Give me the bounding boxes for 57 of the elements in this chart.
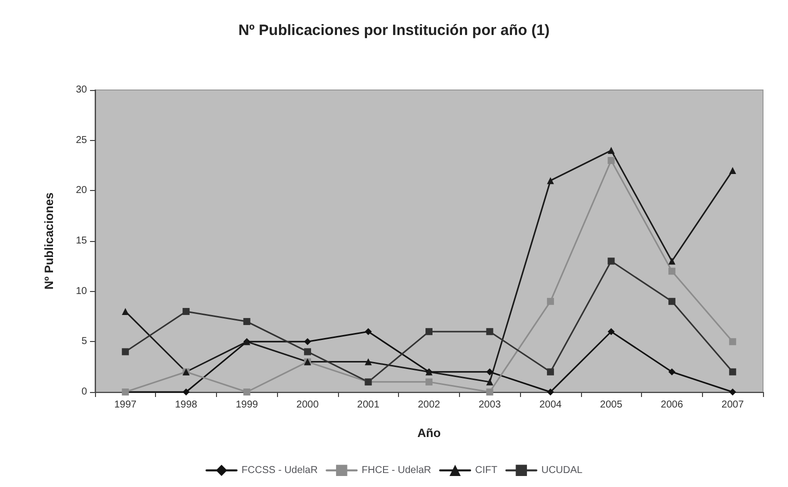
y-tick-label: 5 (81, 336, 88, 348)
point (729, 167, 736, 174)
x-tick-label: 2004 (539, 400, 562, 410)
x-tick-label: 2007 (722, 400, 744, 410)
point (608, 328, 615, 336)
point (486, 378, 494, 386)
x-tick-label: 2006 (660, 400, 684, 410)
point (546, 177, 554, 184)
point (304, 338, 312, 346)
y-tick-label: 20 (76, 185, 88, 196)
point (608, 258, 615, 265)
point (122, 308, 129, 315)
point (122, 348, 129, 356)
point (546, 388, 554, 396)
chart-title: Nº Publicaciones por Institución por año (1) (238, 22, 550, 39)
point (608, 156, 615, 164)
point (243, 318, 250, 326)
legend-label: FCCSS - UdelaR (242, 464, 318, 476)
point (668, 368, 676, 376)
y-tick-label: 15 (76, 236, 88, 246)
point (426, 328, 432, 336)
y-tick-label: 10 (76, 286, 88, 297)
point (486, 328, 494, 336)
point (668, 258, 676, 265)
legend-label: CIFT (475, 464, 498, 476)
point (668, 298, 676, 305)
point (608, 146, 615, 154)
x-tick-label: 1997 (114, 400, 137, 410)
x-tick-label: 1999 (236, 400, 258, 410)
point (546, 368, 554, 376)
point (182, 308, 190, 315)
point (243, 388, 250, 396)
point (304, 348, 312, 356)
y-tick-label: 30 (76, 84, 88, 96)
legend-label: FHCE - UdelaR (362, 464, 432, 476)
point (668, 268, 676, 275)
y-axis-title: Nº Publicaciones (42, 192, 56, 290)
point (546, 298, 554, 305)
x-axis-title: Año (417, 426, 441, 440)
y-tick-label: 25 (76, 134, 88, 146)
point (729, 368, 736, 376)
point (486, 368, 494, 376)
x-tick-label: 2000 (296, 400, 320, 410)
point (364, 328, 372, 336)
point (729, 338, 736, 346)
point (182, 388, 190, 396)
point (729, 388, 736, 396)
x-tick-label: 2003 (478, 400, 502, 410)
legend-label: UCUDAL (541, 464, 583, 476)
x-tick-label: 2005 (600, 400, 623, 410)
point (486, 388, 494, 396)
x-tick-label: 1998 (174, 400, 198, 410)
y-tick-label: 0 (81, 386, 88, 398)
point (426, 378, 432, 386)
x-tick-label: 2002 (418, 400, 441, 410)
x-tick-label: 2001 (357, 400, 380, 410)
point (364, 358, 372, 366)
